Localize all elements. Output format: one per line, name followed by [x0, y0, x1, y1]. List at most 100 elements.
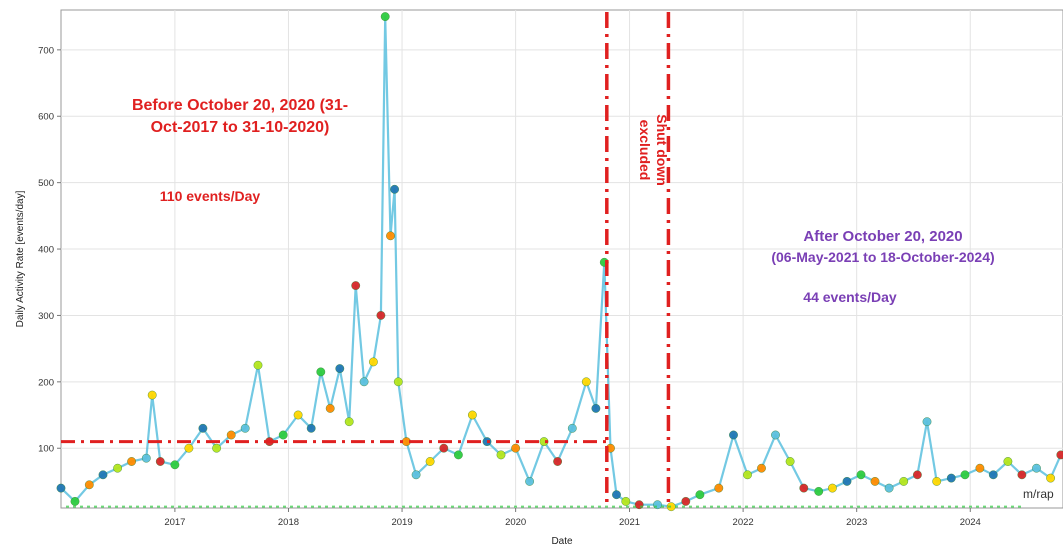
- after-period-title: After October 20, 2020: [803, 228, 962, 245]
- data-point: [567, 423, 577, 433]
- y-tick-label: 500: [38, 178, 54, 189]
- data-point: [198, 423, 208, 433]
- data-point: [170, 460, 180, 470]
- before-rate-label: 110 events/Day: [160, 188, 261, 204]
- data-point: [960, 470, 970, 480]
- data-point: [453, 450, 463, 460]
- data-point: [856, 470, 866, 480]
- y-tick-label: 600: [38, 112, 54, 123]
- data-point: [316, 367, 326, 377]
- data-point: [1056, 450, 1063, 460]
- data-point: [411, 470, 421, 480]
- data-point: [467, 410, 477, 420]
- data-point: [591, 403, 601, 413]
- data-point: [511, 443, 520, 453]
- data-point: [253, 360, 263, 370]
- data-point: [56, 483, 66, 493]
- data-point: [368, 357, 378, 367]
- y-axis-ticks: 100 200 300 400 500 600 700: [38, 45, 61, 455]
- data-point: [581, 377, 591, 387]
- x-tick-label: 2018: [278, 517, 299, 528]
- y-tick-label: 300: [38, 311, 54, 322]
- data-point: [240, 423, 250, 433]
- before-title-line: Before October 20, 2020 (31-: [132, 97, 348, 114]
- data-point: [771, 430, 780, 440]
- data-point: [393, 377, 403, 387]
- x-tick-label: 2024: [960, 517, 981, 528]
- reference-lines: [61, 12, 671, 508]
- watermark: m/rap: [1023, 487, 1054, 501]
- data-point: [344, 417, 354, 427]
- shutdown-label-line: excluded: [637, 120, 653, 181]
- data-point: [127, 457, 137, 466]
- before-title-line: Oct-2017 to 31-10-2020): [151, 119, 330, 136]
- data-point: [386, 231, 395, 241]
- data-point: [621, 496, 631, 506]
- data-point: [553, 457, 562, 466]
- data-point: [212, 443, 222, 453]
- data-point: [913, 470, 922, 480]
- data-point: [743, 470, 752, 480]
- x-tick-label: 2020: [505, 517, 526, 528]
- data-point: [293, 410, 303, 420]
- data-point: [496, 450, 506, 460]
- data-point: [278, 430, 288, 440]
- data-point: [884, 483, 894, 493]
- data-point: [757, 463, 766, 473]
- grid: [61, 10, 1063, 508]
- data-point: [390, 184, 399, 194]
- data-point: [147, 390, 157, 400]
- data-point: [681, 496, 691, 506]
- after-rate-label: 44 events/Day: [803, 289, 897, 305]
- data-point: [141, 453, 151, 463]
- activity-trace: [56, 12, 1063, 512]
- after-period-range: (06-May-2021 to 18-October-2024): [771, 249, 994, 265]
- y-tick-label: 700: [38, 45, 54, 56]
- data-point: [70, 496, 80, 506]
- data-point: [946, 473, 956, 483]
- y-tick-label: 200: [38, 377, 54, 388]
- data-point: [376, 310, 386, 320]
- data-point: [799, 483, 809, 493]
- y-tick-label: 100: [38, 444, 54, 455]
- data-point: [113, 463, 123, 473]
- x-tick-label: 2019: [391, 517, 412, 528]
- x-tick-label: 2021: [619, 517, 640, 528]
- before-period-title: Before October 20, 2020 (31- Oct-2017 to …: [132, 97, 348, 136]
- data-point: [1032, 463, 1041, 473]
- data-point: [325, 403, 335, 413]
- x-axis-ticks: 2017 2018 2019 2020 2021 2022 2023 2024: [164, 508, 981, 528]
- data-point: [155, 457, 165, 466]
- data-point: [828, 483, 837, 493]
- data-point: [351, 281, 361, 290]
- data-point: [842, 476, 852, 486]
- data-point: [932, 476, 942, 486]
- data-point: [988, 470, 998, 480]
- data-point: [539, 437, 549, 446]
- data-point: [525, 476, 534, 486]
- x-tick-label: 2022: [733, 517, 754, 528]
- data-point: [1017, 470, 1027, 480]
- data-point: [899, 476, 909, 486]
- data-point: [380, 12, 390, 22]
- data-point: [84, 480, 94, 490]
- data-point: [870, 476, 880, 486]
- data-point: [1003, 457, 1013, 466]
- data-point: [226, 430, 236, 440]
- data-point: [98, 470, 108, 480]
- data-point: [785, 457, 795, 466]
- data-point: [425, 457, 435, 466]
- data-point: [335, 364, 345, 373]
- x-axis-label: Date: [551, 536, 573, 547]
- x-tick-label: 2017: [164, 517, 185, 528]
- data-point: [359, 377, 369, 387]
- y-axis-label: Daily Activity Rate [events/day]: [15, 190, 26, 327]
- data-point: [695, 490, 705, 500]
- data-point: [922, 417, 932, 427]
- data-point: [306, 423, 316, 433]
- data-point: [184, 443, 194, 453]
- trace-line: [60, 15, 1062, 508]
- data-point: [975, 463, 985, 473]
